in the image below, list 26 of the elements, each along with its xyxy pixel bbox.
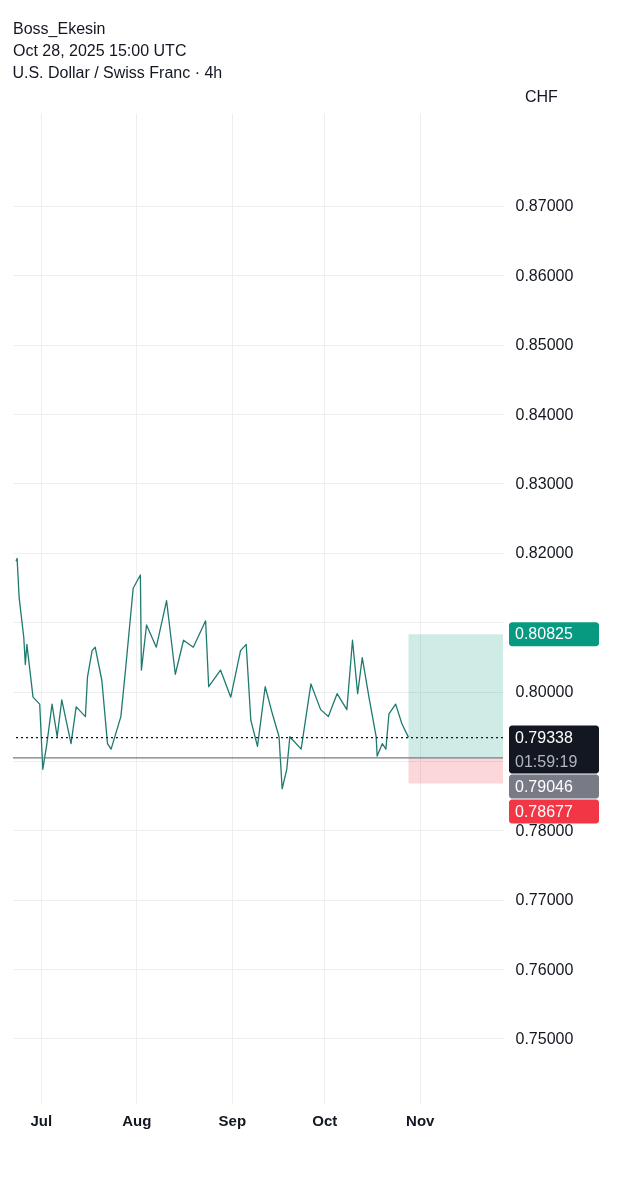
y-tick-label: 0.75000 bbox=[515, 1029, 574, 1047]
ref-line-label: 0.79338 bbox=[515, 728, 573, 746]
y-tick-label: 0.80000 bbox=[515, 683, 574, 701]
y-tick-label: 0.77000 bbox=[515, 891, 574, 909]
y-tick-label: 0.84000 bbox=[515, 405, 574, 423]
text: Oct 28, 2025 15:00 UTC bbox=[13, 42, 187, 59]
y-tick-label: 0.76000 bbox=[515, 960, 574, 978]
x-tick-label: Sep bbox=[218, 1111, 247, 1129]
y-tick-label: 0.85000 bbox=[515, 336, 574, 354]
chart-title: U.S. Dollar / Swiss Franc · 4h bbox=[12, 64, 223, 81]
y-axis-title: CHF bbox=[525, 88, 559, 105]
band-label: 0.80825 bbox=[515, 625, 573, 643]
x-tick-label: Oct bbox=[312, 1111, 338, 1129]
x-tick-label: Aug bbox=[122, 1111, 152, 1129]
ref-line-label: 0.79046 bbox=[515, 777, 573, 795]
line-series bbox=[15, 557, 410, 790]
band-label: 0.78677 bbox=[515, 802, 573, 820]
y-tick-label: 0.86000 bbox=[515, 266, 574, 284]
y-tick-label: 0.87000 bbox=[515, 197, 574, 215]
y-tick-label: 0.82000 bbox=[515, 544, 574, 562]
x-tick-label: Jul bbox=[30, 1111, 53, 1129]
y-tick-label: 0.78000 bbox=[515, 821, 574, 839]
y-tick-label: 0.83000 bbox=[515, 474, 574, 492]
text: 01:59:19 bbox=[515, 752, 578, 770]
x-tick-label: Nov bbox=[406, 1111, 436, 1129]
text: Boss_Ekesin bbox=[13, 20, 106, 38]
